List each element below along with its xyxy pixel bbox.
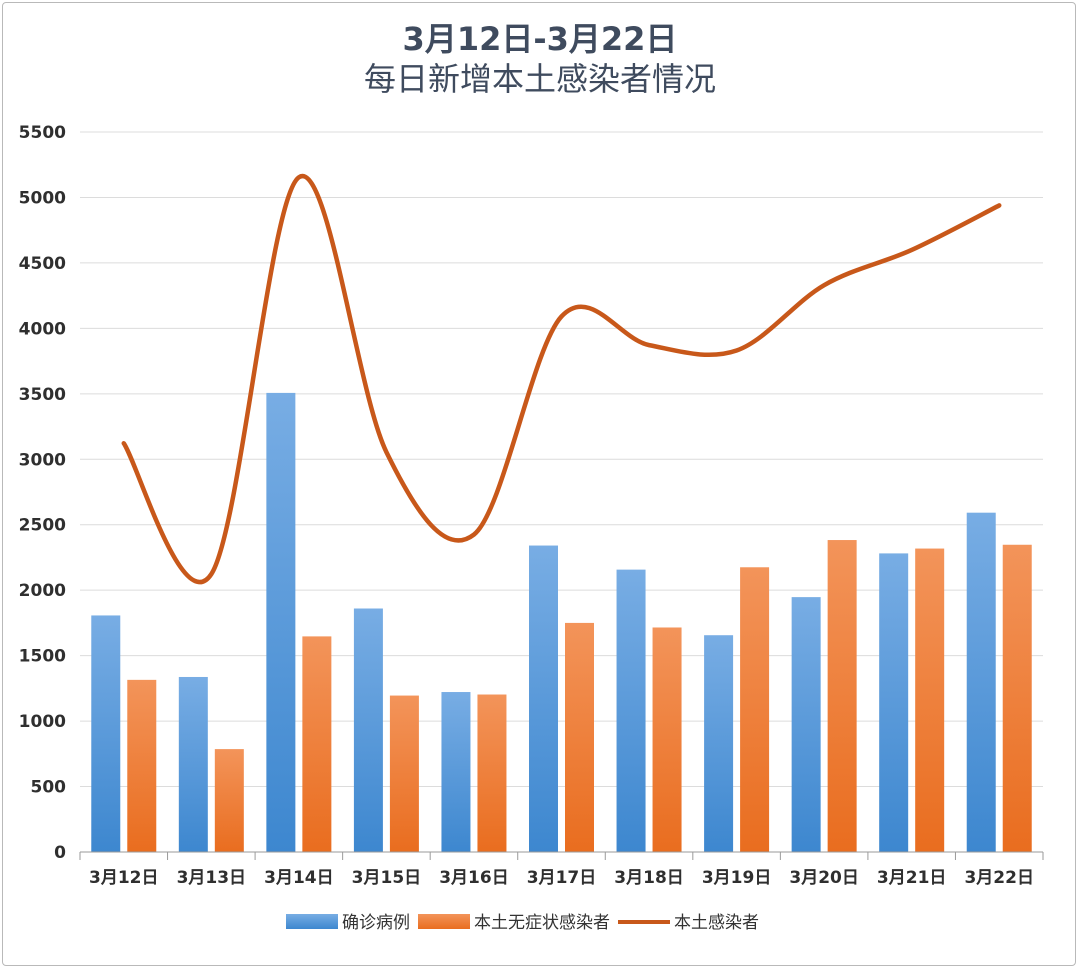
bar-confirmed [91, 615, 121, 852]
x-tick-label: 3月14日 [264, 868, 334, 888]
axis-layer: 0 500 1000 1500 2000 2500 3000 3500 4000 4500 5000… [19, 123, 1044, 888]
x-tick-label: 3月20日 [789, 868, 859, 888]
bar-confirmed [441, 692, 471, 852]
x-tick-label: 3月13日 [177, 868, 247, 888]
legend-swatch-asymptomatic [418, 914, 470, 929]
bar-asymptomatic [827, 540, 857, 852]
line-local-infections [121, 173, 1002, 585]
legend-label: 本土无症状感染者 [474, 913, 610, 933]
x-tick-label: 3月21日 [877, 868, 947, 888]
chart-title-subject: 每日新增本土感染者情况 [363, 60, 716, 98]
y-tick-label: 4000 [19, 319, 66, 339]
bar-asymptomatic [652, 627, 682, 852]
x-tick-label: 3月19日 [702, 868, 772, 888]
chart-title: 3月12日-3月22日 每日新增本土感染者情况 [0, 20, 1080, 100]
bar-asymptomatic [214, 749, 244, 852]
y-tick-label: 3000 [19, 450, 66, 470]
x-tick-label: 3月15日 [352, 868, 422, 888]
bar-confirmed [266, 392, 296, 852]
x-tick-label: 3月22日 [964, 868, 1034, 888]
legend-label: 本土感染者 [674, 913, 759, 933]
y-tick-label: 5500 [19, 123, 66, 143]
bar-asymptomatic [389, 695, 419, 852]
bar-asymptomatic [565, 622, 594, 852]
bar-confirmed [879, 553, 909, 852]
y-tick-label: 4500 [19, 254, 66, 274]
bar-confirmed [704, 635, 734, 852]
bar-confirmed [966, 512, 996, 852]
bar-asymptomatic [915, 548, 945, 852]
bar-asymptomatic [740, 567, 770, 852]
chart-title-date-range: 3月12日-3月22日 [402, 20, 678, 58]
x-tick-label: 3月17日 [527, 868, 597, 888]
bar-asymptomatic [127, 679, 157, 852]
y-tick-label: 0 [54, 843, 66, 863]
y-tick-label: 3500 [19, 385, 66, 405]
y-tick-label: 2500 [19, 516, 66, 536]
bar-asymptomatic [477, 694, 507, 852]
x-tick-label: 3月16日 [439, 868, 509, 888]
bar-layer [91, 392, 1032, 852]
y-tick-label: 1500 [19, 647, 66, 667]
bar-confirmed [529, 545, 558, 852]
bar-asymptomatic [302, 636, 332, 852]
legend: 确诊病例 本土无症状感染者 本土感染者 [286, 913, 759, 933]
legend-label: 确诊病例 [342, 913, 410, 933]
x-tick-label: 3月18日 [614, 868, 684, 888]
legend-swatch-confirmed [286, 914, 338, 929]
bar-confirmed [791, 597, 821, 852]
bar-asymptomatic [1002, 544, 1032, 852]
y-tick-label: 5000 [19, 188, 66, 208]
bar-confirmed [616, 569, 646, 852]
bar-confirmed [178, 676, 208, 852]
y-tick-label: 2000 [19, 581, 66, 601]
bar-confirmed [353, 608, 383, 852]
x-tick-label: 3月12日 [89, 868, 159, 888]
y-tick-label: 1000 [19, 712, 66, 732]
line-layer [121, 173, 1002, 585]
y-tick-label: 500 [31, 778, 67, 798]
